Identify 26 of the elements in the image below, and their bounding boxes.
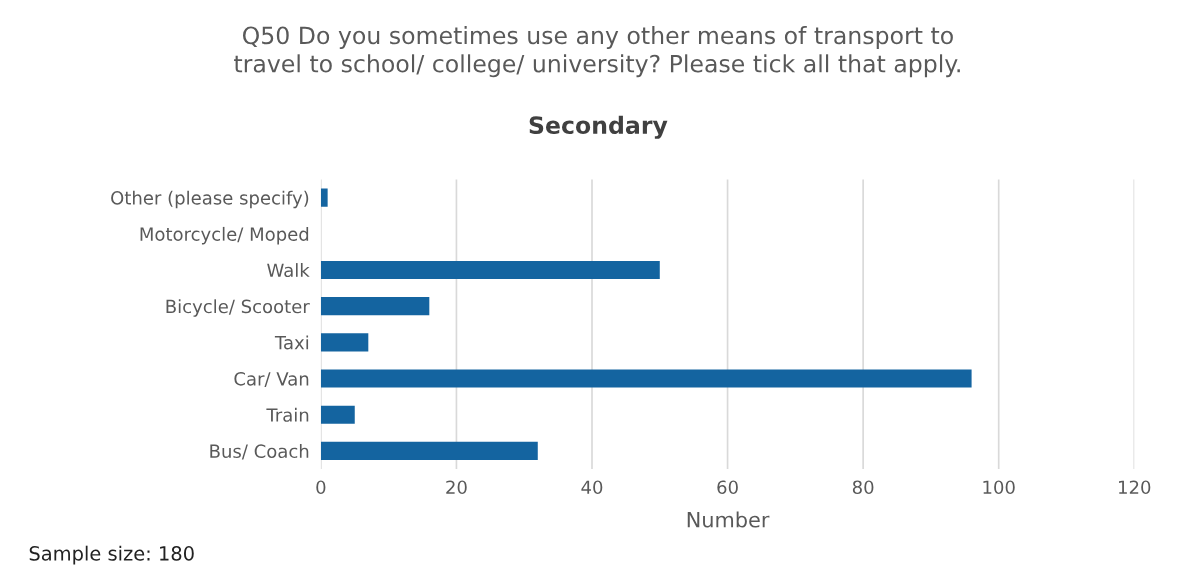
y-tick-label: Train	[266, 407, 309, 422]
y-tick-label: Car/ Van	[234, 371, 309, 388]
bar	[320, 333, 369, 352]
text: Sample size: 180	[29, 545, 194, 565]
x-axis-title: Number	[687, 511, 770, 528]
x-tick-label: 0	[316, 480, 326, 495]
y-tick-label: Other (please specify)	[111, 190, 309, 209]
x-tick-label: 80	[852, 480, 874, 495]
y-tick-label: Taxi	[274, 335, 309, 350]
bar	[320, 369, 972, 388]
y-tick-label: Bus/ Coach	[210, 444, 309, 460]
y-tick-label: Walk	[267, 263, 310, 278]
x-tick-label: 40	[581, 480, 603, 495]
x-tick-label: 20	[446, 480, 467, 495]
x-tick-label: 120	[1119, 480, 1151, 495]
bar	[320, 260, 660, 280]
chart-subtitle: Secondary	[529, 115, 668, 139]
x-tick-label: 60	[717, 480, 738, 495]
x-tick-label: 100	[983, 480, 1015, 495]
bar	[320, 297, 430, 316]
y-tick-label: Motorcycle/ Moped	[140, 226, 309, 245]
bar	[320, 405, 355, 424]
chart-title: Q50 Do you sometimes use any other means of transport to travel to school/ college/ university? Please tick all that apply.	[234, 26, 960, 78]
y-tick-label: Bicycle/ Scooter	[166, 299, 310, 317]
bar	[320, 188, 328, 207]
bar	[320, 441, 538, 460]
